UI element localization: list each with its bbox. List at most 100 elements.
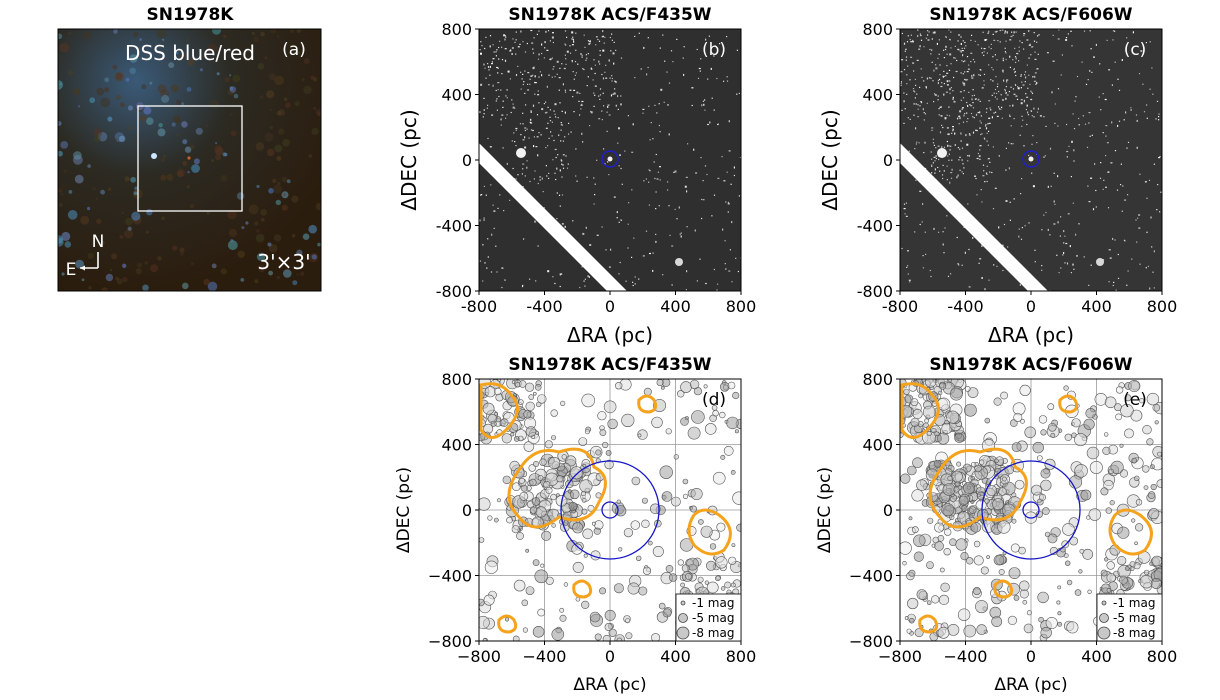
star-pixel [522,139,525,141]
dss-blob [215,142,218,145]
star-pixel [1049,147,1052,150]
star-pixel [558,89,560,91]
dss-blob [229,74,232,77]
star-pixel [1117,277,1120,279]
star-pixel [581,100,584,103]
star-pixel [975,113,978,116]
y-tick-label: 800 [441,370,472,389]
star-pixel [948,69,951,71]
star-marker [991,616,1003,627]
star-pixel [1004,88,1006,91]
star-marker [1066,579,1073,586]
star-pixel [550,131,552,133]
star-marker [709,543,717,550]
dss-blob [276,275,280,280]
star-marker [992,498,1004,511]
star-marker [697,576,704,583]
star-pixel [1020,75,1022,77]
star-pixel [985,111,988,113]
star-pixel [910,34,912,36]
star-pixel [949,38,951,41]
star-pixel [941,174,944,176]
star-pixel [918,142,920,144]
y-tick-label: −400 [849,567,893,586]
star-pixel [1112,284,1114,287]
star-pixel [728,150,731,152]
dss-blob [273,184,283,194]
y-tick-label: −800 [849,632,893,651]
star-pixel [952,129,954,131]
star-marker [1047,403,1055,411]
star-pixel [738,195,740,197]
star-pixel [1034,75,1036,78]
star-pixel [512,167,514,170]
star-marker [561,454,567,460]
star-pixel [517,65,519,67]
star-pixel [1031,143,1033,145]
star-pixel [603,105,605,107]
star-pixel [1112,30,1115,32]
star-pixel [1088,201,1091,203]
panel-d-ylabel: ΔDEC (pc) [394,467,414,553]
star-pixel [1076,75,1079,78]
star-pixel [545,165,547,167]
dss-blob [186,185,190,189]
star-pixel [739,156,741,159]
star-pixel [736,93,738,95]
star-pixel [1003,223,1006,226]
star-pixel [985,124,987,127]
star-pixel [1023,99,1025,101]
star-pixel [564,54,566,56]
star-pixel [937,82,939,85]
dss-blob [157,256,162,261]
star-marker [518,399,524,405]
star-pixel [1032,135,1034,137]
dss-blob [254,221,259,226]
star-pixel [950,47,952,49]
x-tick-label: -400 [526,297,562,316]
star-pixel [907,65,909,67]
star-pixel [648,204,650,206]
star-pixel [1145,42,1147,44]
star-pixel [1160,191,1162,193]
star-pixel [901,32,903,35]
star-pixel [1005,200,1008,202]
star-pixel [957,147,959,149]
dss-blob [317,242,321,247]
star-pixel [717,123,719,125]
star-pixel [919,45,921,48]
star-marker [732,491,741,505]
star-pixel [496,271,498,273]
legend-label: -1 mag [692,596,734,610]
star-marker [731,543,736,548]
dss-blob [291,195,299,203]
star-pixel [539,176,542,178]
star-pixel [601,73,603,76]
star-pixel [986,180,988,183]
star-pixel [561,176,563,178]
star-pixel [1010,35,1013,38]
dss-blob [203,278,210,286]
star-pixel [950,63,952,65]
y-tick-label: 800 [441,20,472,39]
star-marker [532,625,545,638]
star-pixel [1135,114,1138,116]
star-pixel [912,88,915,90]
star-marker [1022,599,1028,605]
contour-line [497,614,518,634]
star-marker [608,628,617,637]
star-pixel [983,80,985,82]
dss-blob [270,29,276,34]
dss-blob [187,171,190,174]
star-pixel [1017,53,1019,55]
star-pixel [923,80,925,82]
star-pixel [660,88,663,91]
star-pixel [487,238,489,240]
legend-marker-small [680,600,686,606]
star-pixel [1004,47,1006,49]
dss-blob [161,94,170,103]
star-pixel [927,34,929,36]
star-pixel [917,104,919,106]
star-marker [1133,562,1141,570]
star-pixel [981,47,983,49]
